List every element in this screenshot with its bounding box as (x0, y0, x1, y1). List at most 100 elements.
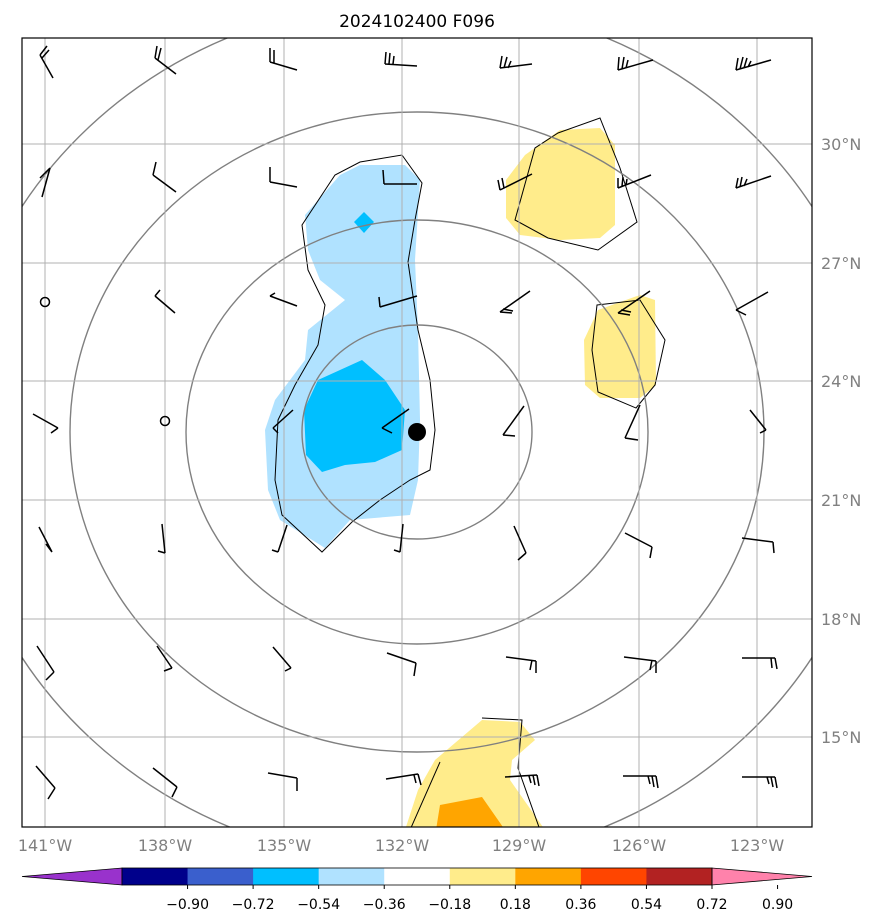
wind-barb (157, 523, 166, 554)
wind-barb (269, 292, 298, 307)
wind-barb (267, 772, 298, 791)
wind-barb (623, 656, 657, 673)
lat-label: 27°N (821, 254, 861, 273)
lat-label: 30°N (821, 135, 861, 154)
colorbar-segment (122, 868, 189, 885)
wind-barb (623, 775, 659, 789)
wind-barb (272, 409, 294, 434)
contour-south (410, 717, 540, 827)
colorbar-tick-label: −0.36 (363, 897, 406, 913)
colorbar-segment (318, 868, 385, 885)
colorbar-segment (580, 868, 647, 885)
lon-label: 132°W (375, 836, 430, 855)
positive-anomaly-south (405, 720, 543, 827)
figure-title: 2024102400 F096 (339, 12, 495, 32)
colorbar-tick-label: −0.18 (428, 897, 471, 913)
lat-label: 15°N (821, 728, 861, 747)
plot-area (22, 38, 812, 827)
wind-barb (502, 405, 525, 437)
wind-barb (617, 56, 654, 71)
wind-barb (152, 161, 177, 193)
colorbar-tick-label: 0.72 (696, 897, 727, 913)
positive-anomaly-south-core (436, 797, 503, 827)
wind-barb (742, 776, 778, 789)
wind-barb (386, 652, 417, 677)
colorbar-tick-label: 0.90 (762, 897, 793, 913)
shaded-field (265, 128, 656, 827)
lat-label: 24°N (821, 372, 861, 391)
lat-label: 18°N (821, 610, 861, 629)
wind-barb (38, 526, 53, 553)
wind-barb (271, 524, 288, 553)
wind-barb (624, 532, 653, 559)
wind-barb (378, 295, 418, 308)
lat-label: 21°N (821, 491, 861, 510)
contour-east (591, 299, 666, 409)
lon-label: 123°W (730, 836, 785, 855)
wind-barb (35, 765, 56, 800)
wind-barb (499, 55, 533, 69)
wind-barb (624, 404, 641, 441)
lon-label: 126°W (612, 836, 667, 855)
longitude-labels: 141°W 138°W 135°W 132°W 129°W 126°W 123°… (18, 836, 785, 855)
wind-barb (272, 646, 292, 672)
wind-barb (32, 413, 59, 434)
colorbar-extension-high (711, 867, 813, 886)
storm-center-marker (408, 423, 426, 441)
wind-barb (39, 167, 51, 198)
wind-barb (381, 408, 410, 434)
latitude-labels: 30°N 27°N 24°N 21°N 18°N 15°N (821, 135, 861, 747)
negative-anomaly-light (265, 165, 420, 548)
wind-barb (749, 409, 767, 434)
wind-barb (36, 645, 55, 681)
wind-barb (735, 291, 769, 316)
wind-barb (505, 656, 537, 673)
lon-label: 141°W (18, 836, 73, 855)
colorbar-tick-label: −0.90 (166, 897, 209, 913)
wind-barb (504, 774, 540, 787)
wind-barbs (32, 45, 778, 800)
contour-lines (274, 117, 666, 827)
wind-barb (152, 767, 178, 798)
wind-barb (735, 175, 772, 189)
wind-barb (499, 290, 531, 314)
colorbar-segment (253, 868, 320, 885)
colorbar-segment (187, 868, 254, 885)
wind-barb (742, 657, 778, 670)
wind-barb (617, 290, 651, 316)
lon-label: 135°W (257, 836, 312, 855)
colorbar-frame (121, 867, 713, 886)
colorbar-tick-label: −0.72 (232, 897, 275, 913)
contour-west (274, 154, 436, 553)
colorbar-segment (449, 868, 516, 885)
colorbar-tick-label: 0.54 (631, 897, 662, 913)
wind-barb (617, 174, 652, 189)
graticule (22, 38, 812, 827)
wind-barb (154, 289, 176, 314)
colorbar-segment (515, 868, 582, 885)
wind-barb (269, 167, 298, 188)
colorbar-extension-low (21, 867, 123, 886)
colorbar-segment (384, 868, 451, 885)
wind-barb (269, 48, 298, 71)
colorbar-tick-label: −0.54 (297, 897, 340, 913)
map-frame (21, 37, 813, 828)
calm-wind-marker (39, 296, 51, 308)
colorbar: −0.90 −0.72 −0.54 −0.36 −0.18 0.18 0.36 0.54 0.7… (21, 867, 813, 913)
wind-barb (39, 45, 54, 79)
positive-anomaly-ne (506, 128, 615, 240)
negative-anomaly-mid (304, 360, 405, 472)
colorbar-segment (646, 868, 713, 885)
wind-barb (382, 169, 417, 185)
wind-barb (735, 56, 772, 71)
wind-barb (393, 523, 404, 553)
wind-barb (156, 645, 173, 672)
positive-anomaly-east (584, 295, 656, 398)
wind-barb (497, 173, 533, 191)
wind-barb (385, 773, 422, 786)
wind-barb (741, 537, 775, 554)
calm-wind-marker (159, 415, 171, 427)
wind-barb (154, 45, 177, 75)
colorbar-tick-label: 0.18 (500, 897, 531, 913)
